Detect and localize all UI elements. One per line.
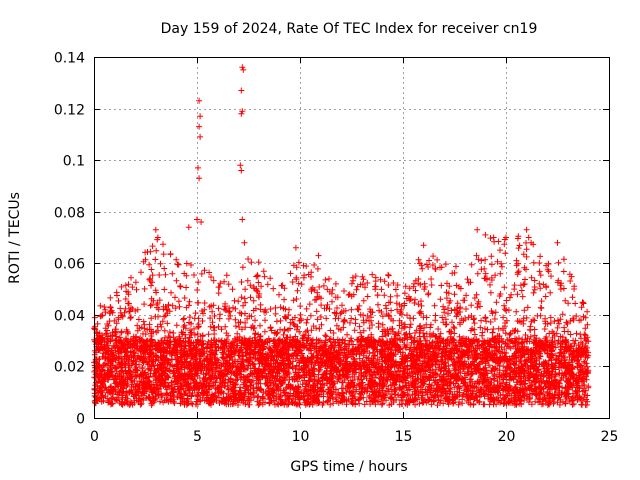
y-tick-label: 0.02	[54, 360, 85, 376]
roti-data-points	[91, 64, 592, 409]
y-tick-label: 0.1	[63, 154, 85, 170]
y-tick-label: 0.12	[54, 103, 85, 119]
y-tick-label: 0.04	[54, 309, 85, 325]
x-tick-label: 20	[498, 429, 516, 445]
y-tick-label: 0.14	[54, 51, 85, 67]
data-points	[91, 64, 592, 409]
axes: 0 0.02 0.04 0.06 0.08 0.1 0.12 0.14 0 5 10 15 20 25	[54, 51, 619, 446]
y-axis-label: ROTI / TECUs	[7, 192, 23, 284]
x-tick-label: 10	[292, 429, 310, 445]
y-tick-label: 0.06	[54, 257, 85, 273]
x-tick-label: 25	[601, 429, 619, 445]
x-tick-label: 5	[193, 429, 202, 445]
y-tick-label: 0.08	[54, 206, 85, 222]
chart-title: Day 159 of 2024, Rate Of TEC Index for r…	[161, 21, 538, 37]
x-axis-label: GPS time / hours	[290, 459, 407, 475]
x-tick-label: 15	[395, 429, 413, 445]
x-tick-label: 0	[90, 429, 99, 445]
y-tick-label: 0	[76, 412, 85, 428]
plot-frame	[94, 57, 610, 419]
